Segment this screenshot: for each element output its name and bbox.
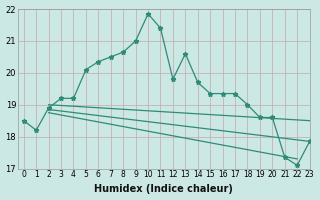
X-axis label: Humidex (Indice chaleur): Humidex (Indice chaleur) [94, 184, 233, 194]
